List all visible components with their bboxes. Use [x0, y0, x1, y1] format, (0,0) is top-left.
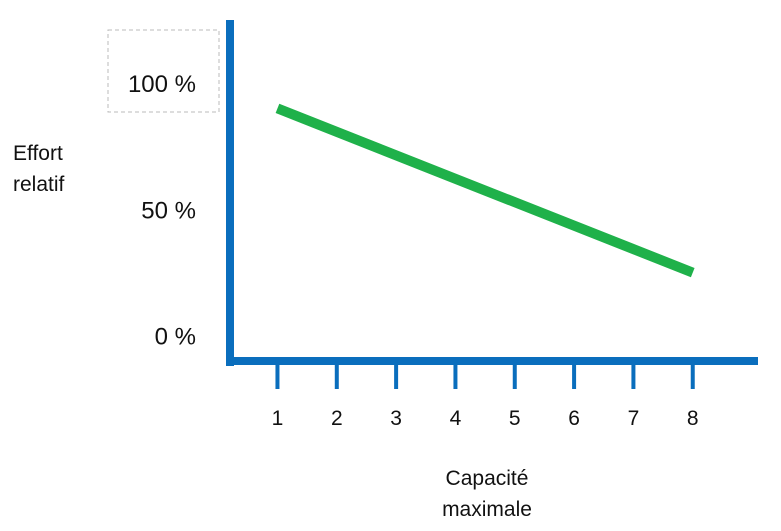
series-line-0: [275, 103, 695, 278]
x-tick-label-4: 4: [450, 407, 462, 430]
highlight-layer: [107, 29, 220, 113]
labels-layer: Effort relatif Capacité maximale 1 2 3 4 5 6 7…: [13, 71, 699, 521]
axes-layer: [226, 20, 758, 389]
top-label-highlight-box: [107, 29, 220, 113]
x-axis-title-line-1: Capacité: [446, 467, 529, 490]
y-axis-title-line-1: Effort: [13, 142, 63, 165]
series-layer: [275, 103, 695, 278]
x-tick-label-6: 6: [568, 407, 580, 430]
x-axis-title-line-2: maximale: [442, 498, 532, 521]
x-tick-label-5: 5: [509, 407, 521, 430]
y-axis-title-line-2: relatif: [13, 173, 65, 196]
x-tick-label-8: 8: [687, 407, 699, 430]
y-tick-label-100: 100 %: [128, 71, 196, 98]
x-tick-label-7: 7: [628, 407, 640, 430]
y-tick-label-50: 50 %: [141, 197, 196, 224]
x-tick-label-2: 2: [331, 407, 343, 430]
x-tick-label-3: 3: [390, 407, 402, 430]
x-tick-label-1: 1: [272, 407, 284, 430]
y-tick-label-0: 0 %: [155, 324, 196, 351]
